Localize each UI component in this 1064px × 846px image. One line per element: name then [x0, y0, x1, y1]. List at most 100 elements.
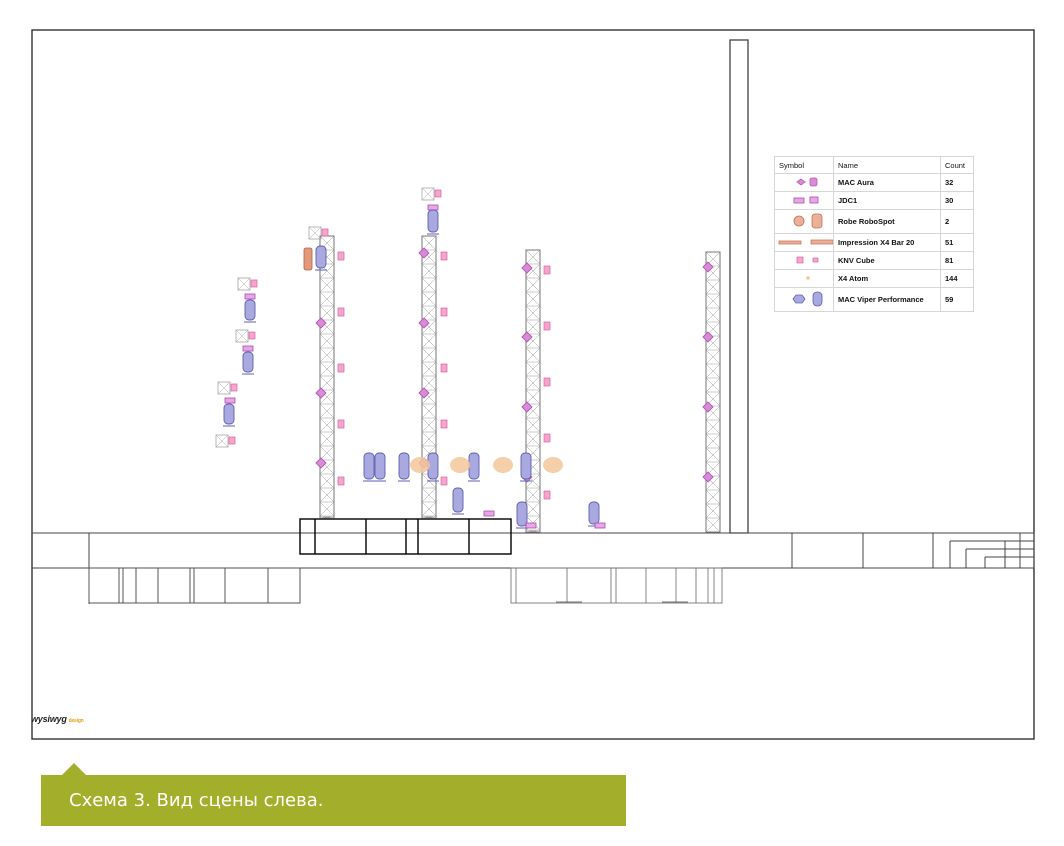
truss-lacing [319, 417, 335, 433]
legend-count: 51 [940, 233, 974, 252]
knv-cube-fixture [543, 377, 551, 387]
x4-bar-fixture [543, 457, 563, 473]
knv-cube-fixture [337, 363, 345, 373]
legend-count: 32 [940, 173, 974, 192]
mac-viper-fixture [452, 487, 464, 513]
mac-viper-fixture [516, 501, 528, 527]
hanging-point-cross [235, 329, 249, 343]
mac-aura-fixture [702, 331, 714, 343]
knv-cube-fixture [248, 331, 256, 340]
legend-name: JDC1 [833, 191, 941, 210]
truss-lacing [705, 447, 721, 463]
caption-pointer [62, 763, 86, 775]
legend-name: MAC Viper Performance [833, 287, 941, 312]
robe-robospot-fixture [303, 247, 313, 271]
logo-subtitle: design [68, 718, 84, 724]
legend-name: X4 Atom [833, 269, 941, 288]
truss-lacing [525, 431, 541, 447]
truss-lacing [319, 361, 335, 377]
x4-bar-fixture [410, 457, 430, 473]
jdc1-fixture [242, 345, 254, 352]
mac-aura-fixture [702, 261, 714, 273]
legend-count: 144 [940, 269, 974, 288]
knv-cube-fixture [543, 321, 551, 331]
figure-caption: Схема 3. Вид сцены слева. [41, 775, 626, 826]
truss-lacing [525, 291, 541, 307]
truss-lacing [705, 307, 721, 323]
mac-aura-fixture [418, 247, 430, 259]
knv-cube-fixture [434, 189, 442, 198]
mac-aura-fixture [315, 457, 327, 469]
truss-lacing [319, 347, 335, 363]
knv-cube-fixture [230, 383, 238, 392]
knv-cube-fixture [337, 476, 345, 486]
mac-viper-performance-icon [774, 287, 834, 312]
knv-cube-fixture [440, 419, 448, 429]
mac-aura-fixture [521, 331, 533, 343]
truss-tower [319, 235, 335, 519]
jdc1-fixture [224, 397, 236, 404]
knv-cube-icon [774, 251, 834, 270]
knv-cube-fixture [543, 433, 551, 443]
truss-lacing [525, 501, 541, 517]
jdc1-fixture [525, 522, 537, 529]
legend-row: KNV Cube 81 [774, 251, 974, 270]
truss-outline [319, 235, 335, 519]
truss-towers [319, 235, 721, 533]
truss-outline [525, 249, 541, 533]
hanging-point [215, 434, 229, 448]
mac-viper-fixture [315, 245, 327, 269]
legend-row: X4 Atom 144 [774, 269, 974, 288]
under-stage-left [88, 567, 301, 604]
wysiwyg-logo: wysiwyg design [31, 714, 84, 724]
truss-lacing [421, 487, 437, 503]
truss-lacing [319, 277, 335, 293]
mac-aura-fixture [702, 401, 714, 413]
truss-lacing [525, 277, 541, 293]
mac-aura-fixture [702, 471, 714, 483]
mac-viper-fixture [223, 403, 235, 425]
truss-lacing [319, 445, 335, 461]
truss-lacing [705, 293, 721, 309]
knv-cube-fixture [440, 307, 448, 317]
truss-lacing [525, 529, 541, 533]
truss-lacing [319, 501, 335, 517]
stage-risers [299, 518, 512, 555]
truss-lacing [525, 347, 541, 363]
mac-aura-fixture [315, 317, 327, 329]
side-wall-column [729, 39, 749, 534]
truss-lacing [421, 403, 437, 419]
truss-lacing [525, 361, 541, 377]
truss-lacing [705, 503, 721, 519]
mac-viper-fixture [244, 299, 256, 321]
hanging-point [235, 329, 249, 343]
lighting-fixtures [215, 187, 714, 529]
legend-row: MAC Aura 32 [774, 173, 974, 192]
truss-lacing [421, 291, 437, 307]
hanging-point-cross [237, 277, 251, 291]
truss-lacing [705, 517, 721, 533]
hanging-point [217, 381, 231, 395]
truss-lacing [319, 375, 335, 391]
knv-cube-fixture [440, 251, 448, 261]
truss-lacing [525, 249, 541, 265]
truss-lacing [421, 417, 437, 433]
knv-cube-fixture [440, 363, 448, 373]
truss-lacing [705, 279, 721, 295]
truss-lacing [421, 361, 437, 377]
truss-lacing [319, 305, 335, 321]
jdc1-fixture [427, 204, 439, 211]
legend-name: Robe RoboSpot [833, 209, 941, 234]
truss-lacing [319, 431, 335, 447]
truss-lacing [319, 487, 335, 503]
mac-aura-icon [774, 173, 834, 192]
truss-lacing [525, 389, 541, 405]
truss-tower [705, 251, 721, 533]
knv-cube-fixture [543, 490, 551, 500]
truss-lacing [525, 319, 541, 335]
knv-cube-fixture [250, 279, 258, 288]
legend-count: 30 [940, 191, 974, 210]
mac-viper-fixture [520, 452, 532, 480]
truss-tower [421, 235, 437, 519]
truss-lacing [319, 333, 335, 349]
